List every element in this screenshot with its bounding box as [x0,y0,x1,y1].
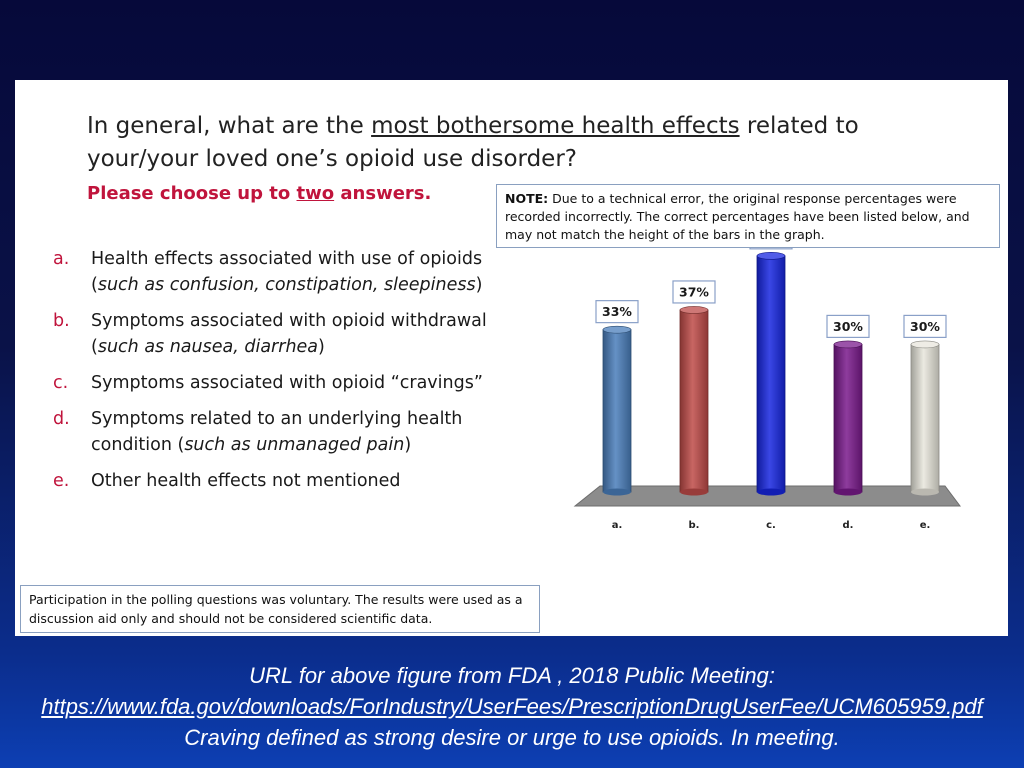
note-box: NOTE: Due to a technical error, the orig… [496,184,1000,248]
data-label: 37% [679,284,709,299]
bar-cap [602,325,632,334]
option-letter: c. [53,373,69,393]
answer-option-d: d. Symptoms related to an underlying heal… [53,406,493,458]
option-letter: e. [53,471,70,491]
data-label: 33% [602,304,632,319]
bar-cap [833,340,863,349]
note-label: NOTE: [505,191,549,206]
note-text: Due to a technical error, the original r… [505,191,970,242]
x-tick-label: b. [689,520,700,531]
chart-floor [573,485,961,507]
data-label-box [826,314,870,339]
answer-option-a: a. Health effects associated with use of … [53,246,493,298]
bar-cap [756,252,786,260]
bar-base [603,488,631,496]
instruction-text: Please choose up to two answers. [87,183,432,204]
bar-c [756,255,786,493]
option-letter: d. [53,409,70,429]
bar-cap [910,340,940,349]
answer-option-c: c. Symptoms associated with opioid “cravi… [53,370,493,396]
x-tick-label: a. [612,520,623,531]
x-tick-label: d. [843,520,854,531]
option-letter: b. [53,311,70,331]
bar-e [910,344,940,493]
bar-base [680,488,708,496]
x-tick-label: c. [766,520,776,531]
bar-base [911,488,939,496]
answer-option-b: b. Symptoms associated with opioid withdr… [53,308,493,360]
option-letter: a. [53,249,70,269]
bar-b [679,309,709,493]
footer-caption: URL for above figure from FDA , 2018 Pub… [0,660,1024,753]
question-title: In general, what are the most bothersome… [87,113,859,172]
answer-options: a. Health effects associated with use of … [53,246,493,504]
bar-chart: 33%a.37%b.48%c.30%d.30%e. [573,248,961,531]
data-label-box [903,314,947,339]
data-label-box [672,280,716,304]
answer-option-e: e. Other health effects not mentioned [53,468,493,494]
bar-base [757,488,785,496]
bar-a [602,329,632,493]
data-label: 30% [833,319,863,334]
disclaimer-box: Participation in the polling questions w… [20,585,540,633]
bar-cap [679,306,709,314]
footer-line: URL for above figure from FDA , 2018 Pub… [249,663,775,688]
bar-d [833,344,863,493]
data-label-box [595,300,639,324]
slide-panel: In general, what are the most bothersome… [15,80,1008,636]
data-label: 30% [910,319,940,334]
source-link[interactable]: https://www.fda.gov/downloads/ForIndustr… [41,694,983,719]
bar-base [834,488,862,496]
x-tick-label: e. [920,520,931,531]
footer-line: Craving defined as strong desire or urge… [184,725,840,750]
data-label-box [749,248,793,250]
